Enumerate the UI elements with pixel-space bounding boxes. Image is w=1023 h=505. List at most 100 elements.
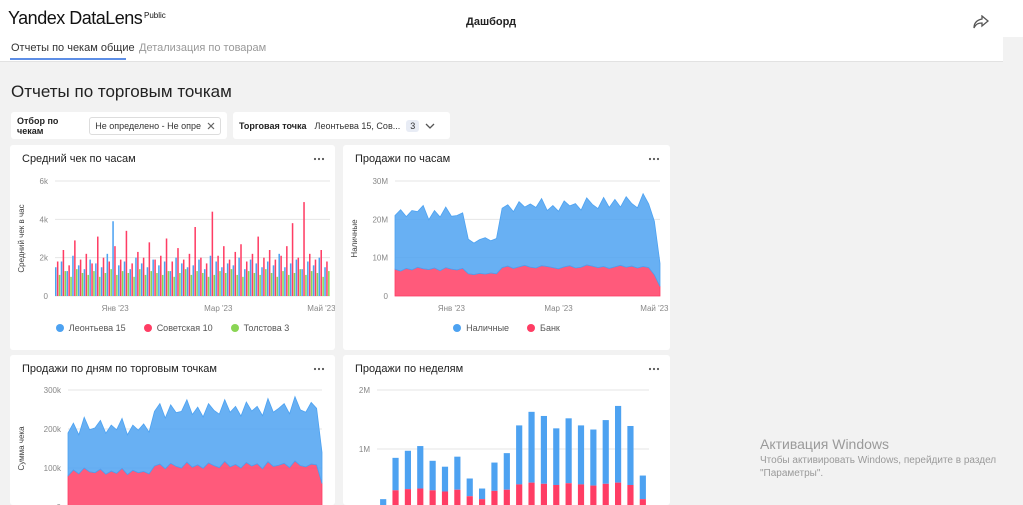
bar [615, 405, 622, 483]
y-tick-label: 30M [372, 177, 388, 186]
bar [590, 485, 597, 505]
bar [104, 273, 107, 296]
bar [91, 263, 93, 296]
area [394, 192, 661, 287]
y-tick-label: 100k [44, 464, 62, 473]
tabs: Отчеты по чекам общие Детализация по тов… [0, 37, 1003, 62]
bar [116, 274, 118, 296]
bar [135, 257, 137, 296]
legend-item: Толстова 3 [230, 323, 289, 333]
bar [163, 261, 166, 296]
bar [565, 418, 572, 484]
panel-menu[interactable] [648, 157, 660, 161]
bar [56, 261, 59, 296]
bar [247, 271, 250, 296]
y-tick-label: 4k [40, 215, 49, 224]
legend-label: Леонтьева 15 [68, 323, 126, 333]
chart: 0100k200k300kСумма чека [17, 386, 323, 505]
bar [95, 263, 97, 296]
y-tick-label: 200k [44, 425, 62, 434]
bar [491, 462, 498, 491]
bar [217, 255, 219, 296]
bar [639, 475, 646, 500]
legend: Леонтьева 15 Советская 10 Толстова 3 [10, 323, 335, 333]
bar [152, 259, 154, 296]
y-tick-label: 300k [44, 386, 62, 395]
bar [441, 491, 449, 505]
bar [249, 259, 252, 296]
bar [540, 483, 547, 505]
menu-dot [321, 157, 325, 161]
legend-label: Наличные [466, 323, 510, 333]
bar [234, 251, 237, 296]
menu-dot [313, 157, 317, 161]
bar [392, 490, 399, 505]
filter-select[interactable]: Леонтьева 15, Сов... 3 [314, 119, 436, 132]
bar [211, 211, 214, 296]
bar [228, 259, 231, 296]
bar [255, 263, 258, 296]
bar [308, 253, 311, 296]
menu-dot [656, 157, 660, 161]
panel-menu[interactable] [313, 157, 325, 161]
tab[interactable]: Детализация по товарам [139, 42, 267, 54]
menu-dot [656, 367, 660, 371]
bar [392, 457, 399, 491]
watermark: Чтобы активировать Windows, перейдите в … [760, 455, 997, 466]
panel-menu[interactable] [313, 367, 325, 371]
bar [232, 265, 235, 296]
tab[interactable]: Отчеты по чекам общие [11, 42, 135, 54]
menu-dot [648, 157, 652, 161]
bar [226, 263, 229, 296]
menu-dot [317, 157, 321, 161]
y-tick-label: 6k [40, 177, 49, 186]
logo[interactable]: Yandex DataLens [8, 8, 143, 28]
bar [119, 259, 122, 296]
bar [278, 253, 280, 296]
legend-swatch [55, 324, 64, 332]
bar [207, 276, 210, 296]
watermark: "Параметры". [760, 468, 824, 479]
dash-title: Дашборд [466, 16, 517, 28]
bar [230, 269, 233, 296]
panel-menu[interactable] [648, 367, 660, 371]
bar [83, 269, 86, 296]
bar [160, 255, 162, 296]
bar [175, 257, 177, 296]
bar [171, 261, 174, 296]
bar [577, 484, 585, 505]
bar [627, 484, 634, 505]
share-icon[interactable] [973, 15, 989, 29]
x-tick-label: Мар '23 [204, 304, 233, 313]
bar [282, 271, 284, 296]
bar [205, 263, 208, 296]
bar [516, 484, 523, 505]
bar [144, 274, 147, 296]
bar [417, 488, 424, 505]
chevron[interactable] [425, 122, 435, 130]
bar [316, 273, 319, 296]
bar [322, 276, 324, 296]
bar [194, 227, 196, 296]
menu-dot [648, 367, 652, 371]
bar [223, 246, 225, 296]
chart: 0 2k 4k 6k Средний чек в час Янв '23 Мар '23 Ма… [17, 177, 335, 313]
menu-dot [652, 157, 656, 161]
bar [479, 499, 486, 505]
filter: Торговая точка Леонтьева 15, Сов... 3 [233, 112, 450, 139]
bar [213, 274, 216, 296]
legend-item: Леонтьева 15 [55, 323, 126, 333]
bar [324, 267, 326, 296]
area [394, 264, 661, 297]
filter-value: Леонтьева 15, Сов... [314, 120, 401, 131]
badge: Public [144, 11, 166, 20]
bar [238, 257, 240, 296]
clear-icon[interactable] [207, 122, 215, 130]
bar [516, 425, 523, 485]
bar [110, 269, 112, 296]
bar [266, 261, 269, 296]
filter: Отбор по чекам Не определено - Не опре [11, 112, 227, 139]
filter-select[interactable]: Не определено - Не опре [89, 116, 221, 135]
bar [156, 273, 158, 296]
